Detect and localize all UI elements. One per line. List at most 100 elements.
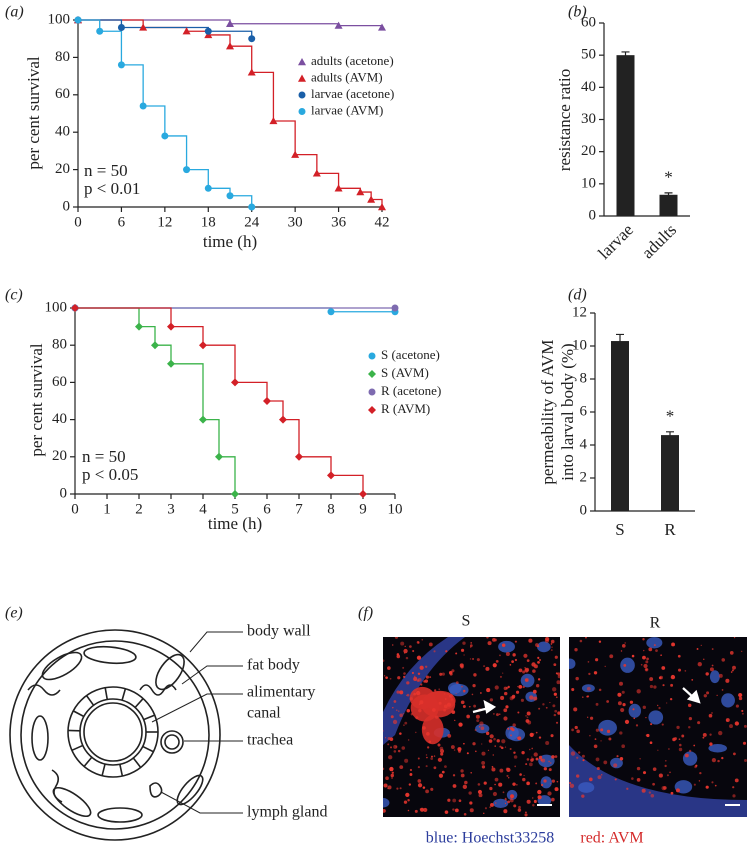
legend-label: S (acetone): [381, 347, 440, 362]
survival-step: [78, 19, 144, 28]
red-dot: [621, 690, 625, 694]
y-tick-label: 0: [580, 502, 588, 518]
red-dot: [524, 667, 526, 669]
red-dot: [430, 757, 434, 760]
red-dot: [547, 791, 552, 796]
red-dot: [504, 746, 507, 748]
lymph-gland: [149, 782, 163, 798]
red-dot: [571, 728, 574, 732]
red-dot: [392, 719, 398, 725]
stain-spots: [569, 637, 747, 798]
red-dot: [426, 746, 430, 749]
red-dot: [721, 756, 724, 760]
red-dot: [394, 637, 399, 639]
red-dot: [549, 762, 552, 764]
red-dot: [481, 760, 486, 765]
red-dot: [455, 681, 459, 685]
red-dot: [677, 654, 681, 658]
red-dot: [732, 665, 736, 670]
red-dot: [593, 744, 598, 749]
red-dot: [409, 772, 413, 776]
red-dot: [671, 642, 675, 647]
survival-step: [299, 456, 332, 476]
red-dot: [742, 741, 747, 745]
red-dot: [650, 794, 655, 798]
red-dot: [674, 737, 677, 741]
red-dot: [447, 692, 450, 695]
red-dot: [428, 740, 432, 744]
marker: [359, 490, 367, 498]
nucleus: [537, 641, 551, 653]
red-dot: [413, 676, 418, 682]
annotation: p < 0.05: [82, 465, 138, 484]
red-dot: [557, 789, 559, 791]
red-dot: [620, 650, 623, 652]
red-dot: [433, 766, 437, 770]
red-dot: [688, 749, 692, 753]
y-tick-label: 0: [63, 198, 71, 214]
red-dot: [438, 688, 440, 690]
canal-inner: [79, 698, 147, 766]
red-dot: [711, 648, 714, 650]
red-dot: [413, 692, 417, 696]
red-dot: [684, 753, 689, 758]
red-dot: [557, 672, 560, 676]
red-dot: [395, 745, 398, 748]
red-dot: [725, 719, 729, 722]
red-dot: [738, 693, 743, 698]
red-dot: [481, 751, 486, 756]
red-dot: [499, 675, 502, 678]
red-dot: [429, 676, 432, 679]
x-tick-label: R: [664, 520, 676, 539]
red-dot: [503, 708, 508, 713]
bar: [661, 435, 679, 511]
red-dot: [503, 716, 508, 721]
red-dot: [404, 758, 409, 763]
red-dot: [525, 763, 528, 766]
red-dot: [678, 738, 681, 741]
y-axis-label: into larval body (%): [558, 343, 577, 480]
red-dot: [396, 653, 400, 656]
marker: [96, 27, 104, 35]
red-dot: [401, 746, 406, 750]
red-dot: [664, 764, 667, 768]
y-tick-label: 8: [580, 370, 588, 386]
x-tick-label: 5: [231, 501, 239, 517]
marker: [269, 116, 278, 125]
bar: [611, 341, 629, 511]
red-dot: [537, 645, 540, 648]
red-dot: [387, 785, 392, 790]
nucleus: [498, 640, 515, 653]
red-dot: [498, 782, 503, 787]
red-dot: [432, 708, 436, 712]
red-dot: [622, 703, 626, 707]
red-dot: [550, 649, 553, 651]
red-dot: [551, 755, 555, 759]
nucleus: [709, 670, 720, 684]
y-tick-label: 10: [572, 337, 587, 353]
marker: [199, 415, 207, 424]
red-dot: [734, 778, 739, 783]
red-dot: [518, 684, 523, 689]
red-dot: [586, 686, 591, 691]
red-dot: [425, 765, 428, 768]
red-dot: [648, 791, 652, 794]
red-dot: [383, 675, 386, 677]
y-tick-label: 40: [581, 79, 596, 95]
red-dot: [596, 766, 600, 771]
red-dot: [390, 746, 392, 749]
image-label: R: [650, 615, 661, 632]
red-dot: [528, 748, 531, 751]
diagram-label: lymph gland: [247, 804, 327, 821]
marker: [167, 359, 175, 368]
red-dot: [642, 705, 646, 710]
red-dot: [738, 696, 743, 701]
red-dot: [735, 704, 739, 708]
red-dot: [469, 801, 473, 805]
red-dot: [669, 771, 671, 774]
red-dot: [695, 764, 698, 767]
x-tick-label: 2: [135, 501, 143, 517]
red-dot: [444, 810, 449, 814]
red-dot: [538, 755, 543, 760]
red-dot: [499, 713, 501, 715]
